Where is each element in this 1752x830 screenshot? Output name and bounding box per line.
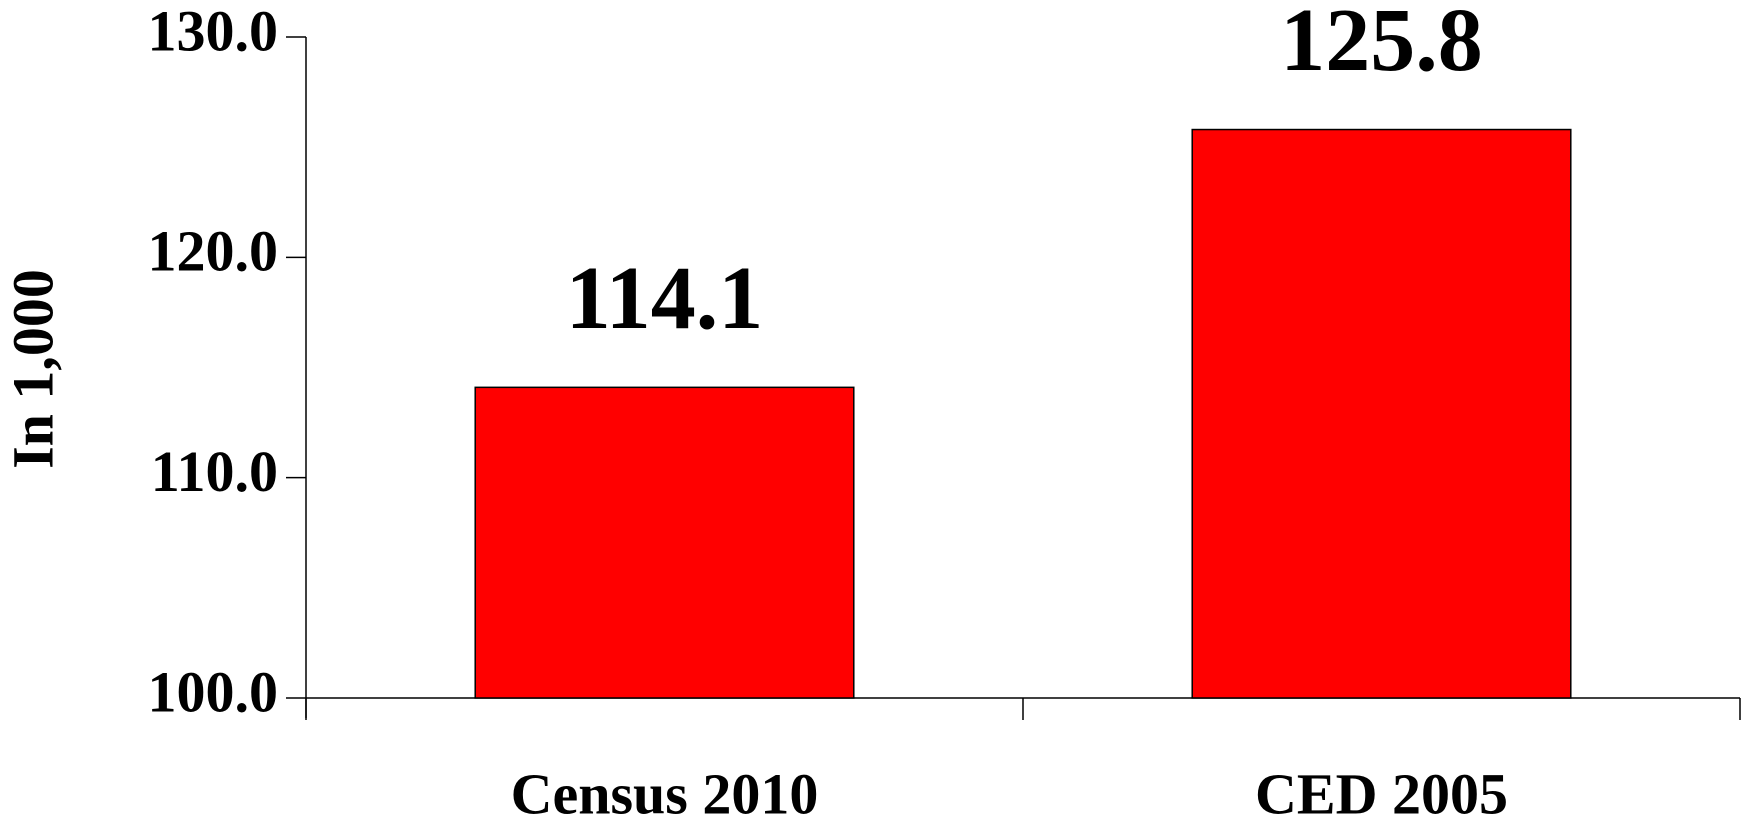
y-tick-label: 110.0 (151, 439, 278, 504)
x-tick-label: CED 2005 (1255, 761, 1508, 826)
x-tick-label: Census 2010 (511, 761, 819, 826)
y-tick-label: 100.0 (148, 659, 279, 724)
y-tick-label: 130.0 (148, 0, 279, 63)
bar (474, 386, 855, 699)
data-label: 114.1 (566, 249, 764, 348)
y-tick-label: 120.0 (148, 219, 279, 284)
bar (1191, 128, 1572, 699)
y-axis-label: In 1,000 (0, 269, 65, 469)
data-label: 125.8 (1280, 0, 1483, 90)
